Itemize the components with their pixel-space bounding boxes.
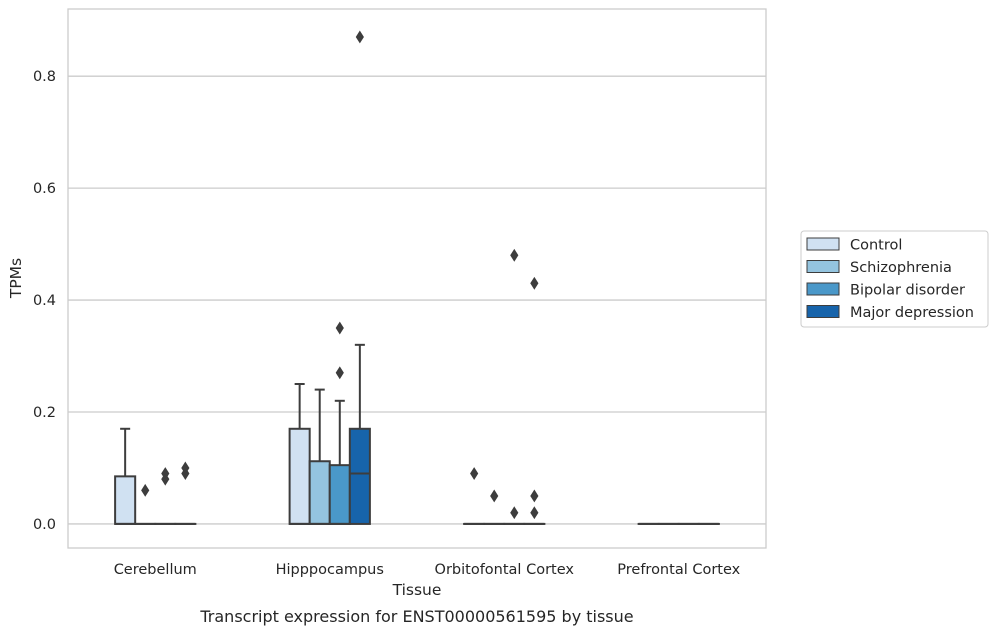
- y-tick-label: 0.8: [33, 69, 56, 85]
- legend-label: Bipolar disorder: [850, 283, 965, 299]
- x-tick-label: Prefrontal Cortex: [617, 562, 740, 578]
- x-axis-label: Tissue: [392, 581, 442, 599]
- legend-swatch: [806, 282, 840, 296]
- outlier-marker: [530, 276, 539, 290]
- legend-label: Schizophrenia: [850, 260, 952, 276]
- box-group: [328, 399, 351, 525]
- y-tick-labels: 0.0 0.2 0.4 0.6 0.8: [33, 69, 56, 533]
- legend-swatch: [806, 305, 840, 318]
- plot-frame: [67, 8, 767, 549]
- outlier-marker: [335, 321, 344, 335]
- x-tick-label: Hipppocampus: [276, 562, 384, 578]
- outlier-marker: [141, 483, 150, 497]
- legend-label: Major depression: [850, 305, 974, 321]
- legend-swatch: [806, 237, 840, 251]
- box-group: [114, 427, 137, 525]
- outlier-marker: [530, 489, 539, 503]
- legend-label: Control: [850, 238, 902, 254]
- legend-swatch: [806, 260, 840, 273]
- legend-frame: [800, 230, 989, 328]
- y-tick-label: 0.6: [33, 181, 56, 197]
- box: [308, 460, 331, 525]
- outlier-marker: [530, 506, 539, 520]
- chart-caption: Transcript expression for ENST0000056159…: [199, 607, 633, 626]
- outlier-marker: [161, 467, 170, 480]
- y-tick-label: 0.4: [33, 293, 56, 309]
- box-group: [288, 383, 311, 525]
- grid-lines: [68, 75, 766, 525]
- outlier-markers: [141, 30, 539, 520]
- outlier-marker: [510, 506, 519, 520]
- y-tick-label: 0.2: [33, 405, 56, 421]
- box: [114, 475, 137, 525]
- y-axis-label: TPMs: [7, 258, 25, 299]
- x-tick-label: Orbitofontal Cortex: [435, 562, 575, 578]
- box-group: [308, 388, 331, 525]
- outlier-marker: [181, 461, 190, 475]
- outlier-marker: [335, 366, 344, 380]
- outlier-marker: [490, 489, 499, 503]
- boxes: [114, 343, 720, 525]
- y-tick-label: 0.0: [33, 517, 56, 533]
- legend: Control Schizophrenia Bipolar disorder Majo…: [800, 230, 989, 328]
- outlier-marker: [470, 467, 479, 480]
- x-tick-label: Cerebellum: [114, 562, 197, 578]
- box: [288, 427, 311, 525]
- box-group: [348, 343, 371, 525]
- box: [328, 464, 351, 525]
- outlier-marker: [510, 248, 519, 262]
- outlier-marker: [355, 30, 364, 44]
- box: [348, 427, 371, 525]
- x-tick-labels: Cerebellum Hipppocampus Orbitofontal Corte…: [114, 562, 741, 578]
